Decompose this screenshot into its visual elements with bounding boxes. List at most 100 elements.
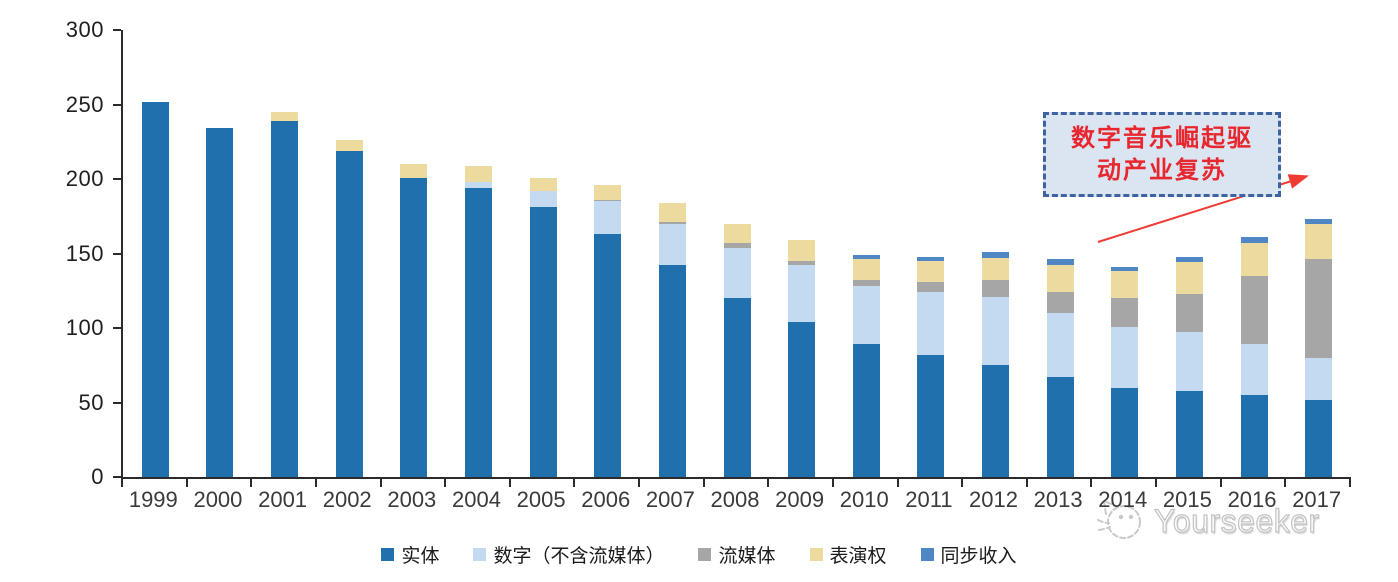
bar-segment [1046, 292, 1074, 314]
bar-segment [788, 322, 816, 477]
legend-item: 同步收入 [920, 541, 1017, 568]
bar-segment [1046, 265, 1074, 293]
bar-segment [1305, 223, 1333, 260]
bar-segment [271, 111, 299, 121]
x-axis-tick-mark [121, 479, 123, 487]
bar-segment [1111, 266, 1139, 272]
bar-segment [982, 296, 1010, 366]
bar-segment [658, 202, 686, 223]
plot-area [121, 30, 1351, 479]
legend-label: 同步收入 [940, 546, 1017, 567]
bar-group [1111, 266, 1139, 477]
bar-segment [594, 185, 622, 200]
x-axis-tick-label: 2012 [969, 487, 1018, 512]
bar-segment [852, 259, 880, 281]
bar-segment [1240, 395, 1268, 477]
bar-segment [982, 365, 1010, 477]
bar-segment [982, 252, 1010, 258]
bar-segment [141, 101, 169, 477]
bar-segment [917, 256, 945, 261]
bar-segment [1305, 259, 1333, 358]
x-axis-tick-label: 2014 [1098, 487, 1148, 512]
legend-item: 流媒体 [698, 541, 776, 568]
x-axis-tick-label: 2005 [516, 487, 566, 512]
y-axis-tick-mark [113, 401, 121, 404]
bar-segment [917, 292, 945, 355]
bar-group [852, 255, 880, 477]
y-axis-tick-mark [113, 103, 121, 106]
x-axis-tick-mark [444, 479, 447, 487]
bar-group [658, 202, 686, 477]
bar-group [400, 164, 428, 477]
bar-segment [1175, 332, 1203, 391]
bar-segment [723, 243, 751, 248]
bar-group [723, 223, 751, 477]
bar-segment [658, 265, 686, 477]
bar-segment [723, 298, 751, 477]
annotation-text-line1: 数字音乐崛起驱 [1071, 124, 1253, 152]
bar-segment [206, 128, 234, 477]
bar-segment [1046, 377, 1074, 477]
x-axis-tick-label: 2000 [193, 487, 243, 512]
bar-segment [982, 280, 1010, 297]
bar-group [529, 177, 557, 477]
x-axis-tick-mark [314, 479, 317, 487]
y-axis-tick-label: 250 [65, 91, 104, 117]
bar-segment [788, 265, 816, 323]
bar-group [1175, 256, 1203, 477]
legend-swatch [698, 548, 712, 561]
bar-segment [529, 190, 557, 208]
bar-segment [1175, 256, 1203, 263]
bar-segment [852, 286, 880, 345]
bar-segment [335, 150, 363, 477]
x-axis-tick-mark [1155, 479, 1158, 487]
watermark: Yourseeker [1094, 496, 1320, 546]
x-axis-tick-label: 2006 [581, 487, 631, 512]
legend-swatch [809, 548, 823, 561]
y-axis-tick-label: 150 [65, 240, 104, 266]
y-axis-tick-label: 300 [65, 17, 104, 42]
bar-segment [271, 120, 299, 477]
bar-group [141, 101, 169, 477]
bar-segment [1111, 326, 1139, 388]
bar-segment [1111, 271, 1139, 299]
bar-segment [464, 165, 492, 182]
y-axis-tick-label: 0 [91, 464, 104, 489]
bar-segment [594, 234, 622, 477]
bar-segment [1111, 387, 1139, 477]
bar-group [917, 256, 945, 477]
x-axis-tick-label: 2007 [645, 487, 695, 512]
x-axis-tick-mark [638, 479, 641, 487]
bar-segment [464, 182, 492, 188]
legend-label: 流媒体 [718, 546, 776, 567]
bar-segment [529, 207, 557, 477]
bar-segment [1305, 357, 1333, 400]
bar-segment [1305, 399, 1333, 477]
bar-group [271, 111, 299, 477]
bar-group [982, 252, 1010, 477]
bar-segment [529, 177, 557, 191]
bar-segment [1046, 259, 1074, 266]
bar-segment [400, 164, 428, 178]
bar-segment [852, 344, 880, 477]
bar-segment [594, 201, 622, 235]
bar-segment [917, 260, 945, 282]
bar-segment [464, 187, 492, 477]
bar-segment [788, 260, 816, 266]
legend-item: 实体 [381, 541, 439, 568]
x-axis-tick-label: 2011 [905, 487, 953, 512]
x-axis-tick-mark [508, 479, 511, 487]
bar-segment [723, 223, 751, 244]
bar-group [788, 240, 816, 477]
bar-segment [1305, 219, 1333, 224]
x-axis-tick-label: 2001 [258, 487, 308, 512]
bar-segment [1240, 275, 1268, 345]
x-axis-tick-mark [767, 479, 770, 487]
bar-group [464, 165, 492, 477]
cat-face-icon [1097, 499, 1141, 539]
legend-swatch [920, 548, 934, 561]
bar-segment [335, 140, 363, 151]
x-axis-tick-label: 2017 [1292, 487, 1342, 512]
y-axis-tick-mark [113, 29, 121, 31]
